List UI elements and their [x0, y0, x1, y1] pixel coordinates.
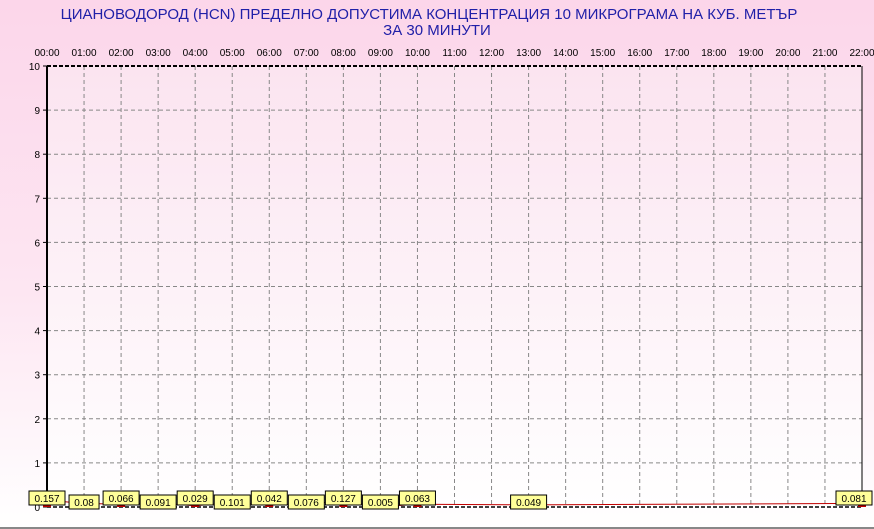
- x-tick-label: 12:00: [479, 48, 504, 59]
- y-tick-label: 7: [34, 194, 40, 205]
- data-label-box: [398, 490, 436, 506]
- x-tick-label: 10:00: [405, 48, 430, 59]
- data-label: 0.08: [74, 498, 94, 509]
- y-tick-label: 6: [34, 238, 40, 249]
- y-tick-label: 9: [34, 106, 40, 117]
- data-label: 0.076: [294, 498, 319, 509]
- x-tick-label: 21:00: [812, 48, 837, 59]
- data-label: 0.127: [331, 494, 356, 505]
- x-tick-label: 20:00: [775, 48, 800, 59]
- data-label-box: [510, 494, 548, 510]
- y-tick-label: 0: [34, 503, 40, 514]
- data-label: 0.066: [109, 494, 134, 505]
- chart-title: ЦИАНОВОДОРОД (HCN) ПРЕДЕЛНО ДОПУСТИМА КО…: [60, 6, 798, 23]
- data-label-box: [139, 494, 177, 510]
- data-label: 0.081: [841, 494, 866, 505]
- data-label: 0.029: [183, 494, 208, 505]
- x-tick-label: 18:00: [701, 48, 726, 59]
- data-label-box: [835, 490, 873, 506]
- x-tick-label: 13:00: [516, 48, 541, 59]
- data-label-box: [250, 490, 288, 506]
- data-label-box: [361, 494, 399, 510]
- data-label-box: [287, 494, 325, 510]
- x-tick-label: 08:00: [331, 48, 356, 59]
- x-tick-label: 01:00: [72, 48, 97, 59]
- x-tick-label: 09:00: [368, 48, 393, 59]
- data-label-box: [213, 494, 251, 510]
- data-label-box: [324, 490, 362, 506]
- y-tick-label: 4: [34, 327, 40, 338]
- data-label: 0.042: [257, 494, 282, 505]
- data-label: 0.157: [34, 494, 59, 505]
- x-tick-label: 11:00: [442, 48, 467, 59]
- data-label-box: [68, 494, 100, 510]
- data-label: 0.091: [146, 498, 171, 509]
- x-tick-label: 04:00: [183, 48, 208, 59]
- x-tick-label: 16:00: [627, 48, 652, 59]
- bottom-divider: [0, 527, 874, 529]
- x-tick-label: 07:00: [294, 48, 319, 59]
- x-tick-label: 06:00: [257, 48, 282, 59]
- x-tick-label: 00:00: [34, 48, 59, 59]
- x-tick-label: 14:00: [553, 48, 578, 59]
- x-tick-label: 05:00: [220, 48, 245, 59]
- y-tick-label: 1: [34, 459, 40, 470]
- data-label: 0.063: [405, 494, 430, 505]
- x-tick-label: 15:00: [590, 48, 615, 59]
- data-label-box: [102, 490, 140, 506]
- y-tick-label: 8: [34, 150, 40, 161]
- y-tick-label: 3: [34, 371, 40, 382]
- y-tick-label: 10: [29, 62, 41, 73]
- data-label-box: [28, 490, 66, 506]
- data-label: 0.049: [516, 498, 541, 509]
- x-tick-label: 22:00: [849, 48, 874, 59]
- x-tick-label: 17:00: [664, 48, 689, 59]
- x-tick-label: 03:00: [146, 48, 171, 59]
- data-label: 0.005: [368, 498, 393, 509]
- x-tick-label: 02:00: [109, 48, 134, 59]
- y-tick-label: 2: [34, 415, 40, 426]
- data-label-box: [176, 490, 214, 506]
- data-label: 0.101: [220, 498, 245, 509]
- chart-subtitle: ЗА 30 МИНУТИ: [383, 22, 491, 39]
- x-tick-label: 19:00: [738, 48, 763, 59]
- y-tick-label: 5: [34, 283, 40, 294]
